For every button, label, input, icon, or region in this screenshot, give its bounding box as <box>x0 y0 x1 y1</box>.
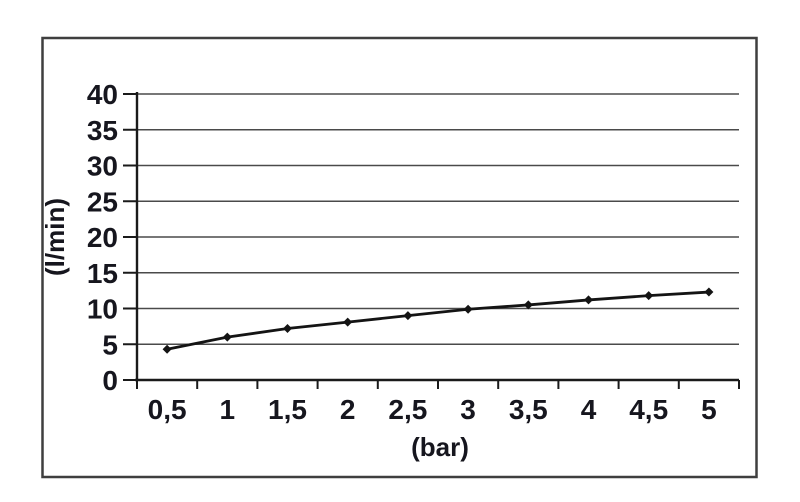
data-point-marker-5 <box>704 287 714 297</box>
y-axis-title: (l/min) <box>40 198 70 276</box>
data-point-marker-2 <box>343 317 353 327</box>
x-axis-title: (bar) <box>411 432 469 462</box>
gridlines-group <box>137 93 739 346</box>
tick-labels-group: 0 5 10 15 20 25 30 35 40 0,5 1 1,5 2 2,5 3 3,5 4 4,5 5 <box>87 79 717 425</box>
x-tick-label-4: 2,5 <box>388 394 427 425</box>
data-series-group <box>162 287 714 354</box>
y-tick-label-0: 0 <box>102 365 118 396</box>
y-tick-label-40: 40 <box>87 79 118 110</box>
y-tick-label-5: 5 <box>102 329 118 360</box>
y-tick-label-25: 25 <box>87 186 118 217</box>
axes-group <box>123 92 740 389</box>
data-point-marker-1,5 <box>283 324 292 334</box>
y-tick-label-10: 10 <box>87 294 118 325</box>
data-point-marker-3,5 <box>523 300 533 310</box>
x-tick-label-2: 1,5 <box>268 394 307 425</box>
x-tick-label-9: 5 <box>701 394 717 425</box>
x-tick-label-8: 4,5 <box>629 394 668 425</box>
x-tick-label-5: 3 <box>460 394 476 425</box>
data-line-flow-rate <box>166 290 709 351</box>
data-point-marker-3 <box>463 304 473 314</box>
y-tick-label-30: 30 <box>87 151 118 182</box>
chart-border-frame <box>41 36 758 479</box>
data-point-marker-4,5 <box>644 291 654 301</box>
y-tick-label-35: 35 <box>87 115 118 146</box>
x-tick-label-1: 1 <box>220 394 236 425</box>
y-tick-label-20: 20 <box>87 222 118 253</box>
data-point-marker-0,5 <box>162 344 172 354</box>
data-point-marker-1 <box>222 332 232 342</box>
data-point-marker-2,5 <box>403 311 413 321</box>
x-tick-label-3: 2 <box>340 394 356 425</box>
x-tick-label-6: 3,5 <box>509 394 548 425</box>
data-point-marker-4 <box>584 295 593 305</box>
y-tick-label-15: 15 <box>87 258 118 289</box>
x-tick-label-0: 0,5 <box>148 394 187 425</box>
x-tick-label-7: 4 <box>581 394 597 425</box>
